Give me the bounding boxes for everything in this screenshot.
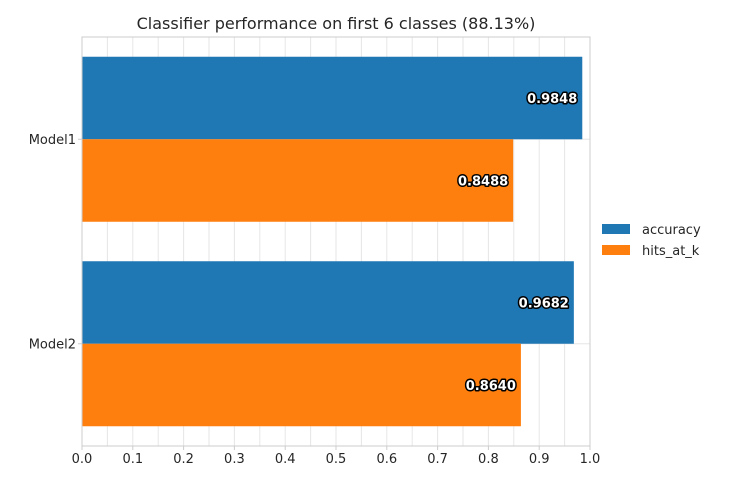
bar-accuracy-model2 <box>82 261 574 344</box>
x-tick-label: 0.4 <box>275 452 296 467</box>
legend: accuracy hits_at_k <box>602 223 701 259</box>
legend-label-accuracy: accuracy <box>642 223 701 238</box>
legend-label-hits_at_k: hits_at_k <box>642 244 700 259</box>
data-label: 0.8488 <box>458 175 508 190</box>
x-tick-label: 0.1 <box>122 452 143 467</box>
x-tick-label: 1.0 <box>580 452 601 467</box>
x-axis: 0.0 0.1 0.2 0.3 0.4 0.5 0.6 0.7 0.8 0.9 1.0 <box>72 446 601 467</box>
bar-hits_at_k-model1 <box>82 139 514 222</box>
x-tick-label: 0.5 <box>326 452 347 467</box>
bars <box>82 56 583 427</box>
x-tick-label: 0.7 <box>427 452 448 467</box>
y-axis: Model1 Model2 <box>29 133 82 352</box>
bar-accuracy-model1 <box>82 56 583 140</box>
x-tick-label: 0.0 <box>72 452 93 467</box>
x-tick-label: 0.9 <box>529 452 550 467</box>
legend-swatch-hits_at_k <box>602 245 630 255</box>
chart-title: Classifier performance on first 6 classe… <box>137 14 536 33</box>
y-tick-label: Model2 <box>29 337 76 352</box>
y-tick-label: Model1 <box>29 133 76 148</box>
x-tick-label: 0.6 <box>376 452 397 467</box>
x-tick-label: 0.3 <box>224 452 245 467</box>
legend-swatch-accuracy <box>602 224 630 234</box>
data-label: 0.9848 <box>527 92 577 107</box>
x-tick-label: 0.8 <box>478 452 499 467</box>
bar-hits_at_k-model2 <box>82 343 521 427</box>
data-label: 0.9682 <box>519 297 569 312</box>
data-label: 0.8640 <box>466 379 516 394</box>
data-labels: 0.9848 0.8488 0.9682 0.8640 <box>457 91 579 396</box>
x-tick-label: 0.2 <box>173 452 194 467</box>
